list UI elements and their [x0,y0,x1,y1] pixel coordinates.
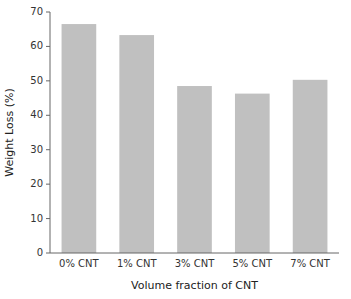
bar [119,35,154,253]
x-tick-label: 0% CNT [59,258,100,269]
y-tick [46,218,50,219]
y-tick-label: 40 [30,109,43,120]
y-tick-label: 50 [30,75,43,86]
bar [293,80,328,253]
bar [62,24,97,253]
y-tick [46,253,50,254]
x-tick-label: 7% CNT [290,258,331,269]
y-axis [50,12,51,253]
y-tick [46,46,50,47]
x-tick-label: 3% CNT [175,258,216,269]
x-axis-label: Volume fraction of CNT [131,279,258,292]
chart-container: 0 10 20 30 40 50 60 70 0% CNT 1% CNT 3% CNT 5% CNT 7… [0,0,351,299]
y-tick-label: 30 [30,144,43,155]
y-tick-label: 70 [30,6,43,17]
y-tick-label: 20 [30,178,43,189]
y-tick [46,149,50,150]
y-tick-label: 60 [30,40,43,51]
y-tick [46,80,50,81]
y-axis-label: Weight Loss (%) [3,88,16,176]
x-tick-label: 1% CNT [117,258,158,269]
bar [177,86,212,253]
y-tick [46,12,50,13]
chart-svg: 0 10 20 30 40 50 60 70 0% CNT 1% CNT 3% CNT 5% CNT 7… [0,0,351,299]
x-axis [50,253,339,254]
y-tick [46,184,50,185]
bars [62,24,328,253]
y-tick [46,115,50,116]
y-tick-label: 10 [30,213,43,224]
bar [235,94,270,253]
y-tick-label: 0 [37,247,43,258]
x-tick-label: 5% CNT [232,258,273,269]
